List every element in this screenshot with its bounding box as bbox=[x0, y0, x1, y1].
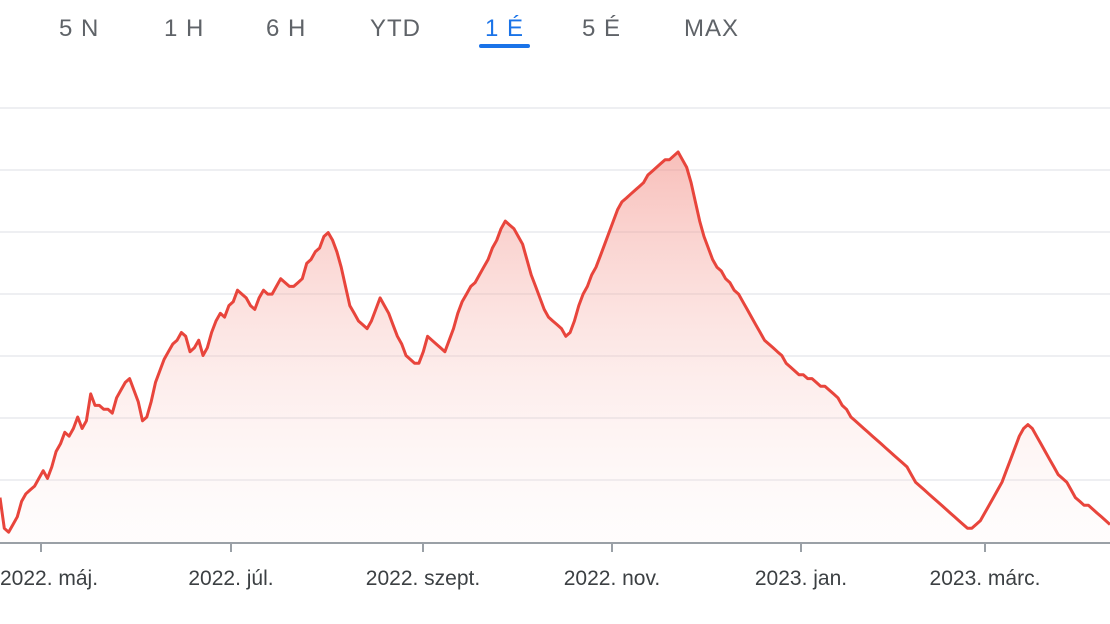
price-line bbox=[0, 150, 1110, 534]
tab-5-days[interactable]: 5 N bbox=[59, 15, 100, 42]
tab-ytd[interactable]: YTD bbox=[370, 15, 421, 42]
x-axis-ticks: 2022. máj. 2022. júl. 2022. szept. 2022. no… bbox=[0, 543, 1040, 590]
range-tabs: 5 N 1 H 6 H YTD 1 É 5 É MAX bbox=[0, 0, 1110, 60]
tab-1-month[interactable]: 1 H bbox=[164, 15, 205, 42]
x-tick-label: 2022. máj. bbox=[0, 567, 98, 590]
tab-max[interactable]: MAX bbox=[684, 15, 740, 42]
x-tick-label: 2022. júl. bbox=[188, 567, 273, 590]
x-tick-label: 2022. szept. bbox=[366, 567, 480, 590]
x-tick-label: 2023. márc. bbox=[930, 567, 1041, 590]
x-tick-label: 2023. jan. bbox=[755, 567, 847, 590]
tab-5-years[interactable]: 5 É bbox=[582, 15, 622, 42]
x-tick-label: 2022. nov. bbox=[564, 567, 661, 590]
tab-6-months[interactable]: 6 H bbox=[266, 15, 307, 42]
tab-1-year[interactable]: 1 É bbox=[478, 14, 531, 50]
price-area-fill bbox=[0, 152, 1110, 543]
